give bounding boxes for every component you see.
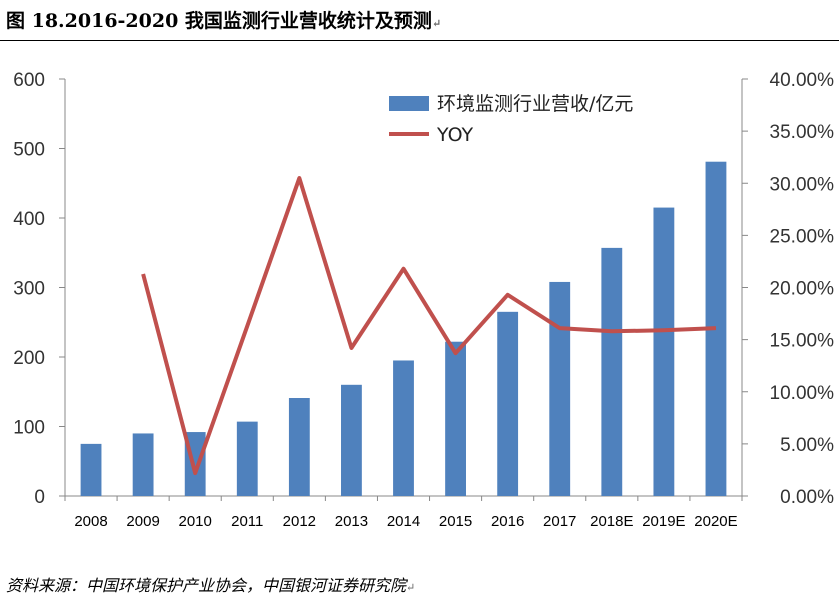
legend-bar-label: 环境监测行业营收/亿元 (437, 93, 633, 115)
x-tick-label: 2011 (231, 513, 263, 530)
legend-bar-swatch (389, 96, 429, 111)
bar (236, 421, 258, 496)
x-tick-label: 2013 (335, 513, 368, 530)
bar (132, 433, 154, 496)
left-tick-label: 300 (13, 279, 45, 300)
right-tick-label: 35.00% (770, 122, 835, 143)
x-tick-label: 2012 (283, 513, 316, 530)
x-tick-label: 2015 (439, 513, 472, 530)
x-tick-label: 2018E (590, 513, 633, 530)
bar-series (80, 161, 727, 496)
right-tick-label: 10.00% (770, 383, 835, 404)
x-tick-label: 2017 (543, 513, 576, 530)
yoy-line (141, 176, 717, 476)
left-tick-label: 200 (13, 348, 45, 369)
bar (601, 247, 623, 496)
bar (341, 384, 362, 496)
bar (653, 207, 675, 496)
right-tick-label: 25.00% (770, 226, 835, 247)
right-axis-ticks: 0.00% 5.00% 10.00% 15.00% 20.00% 25.00% 30.00%… (742, 70, 834, 508)
plot-area: 0 100 200 300 400 500 600 0.00% 5.00% 10.00% 15.0… (13, 70, 834, 530)
figure-caption: 图 18.2016-2020 我国监测行业营收统计及预测↵ (6, 6, 441, 33)
bar (497, 311, 519, 496)
left-tick-label: 400 (13, 209, 45, 230)
x-tick-label: 2010 (179, 513, 212, 530)
x-tick-label: 2020E (694, 513, 737, 530)
left-tick-label: 500 (13, 140, 45, 161)
return-mark-icon: ↵ (431, 17, 442, 30)
line-series (141, 176, 717, 476)
left-axis-ticks: 0 100 200 300 400 500 600 (13, 70, 65, 508)
x-tick-label: 2008 (74, 513, 107, 530)
right-tick-label: 30.00% (770, 174, 835, 195)
source-note-text: 资料来源：中国环境保护产业协会，中国银河证券研究院 (6, 576, 407, 595)
figure-caption-text: 图 18.2016-2020 我国监测行业营收统计及预测 (6, 10, 432, 32)
right-tick-label: 5.00% (780, 435, 834, 456)
caption-divider (0, 40, 839, 41)
right-tick-label: 15.00% (770, 331, 835, 352)
legend-line-label: YOY (436, 124, 473, 146)
x-tick-label: 2019E (642, 513, 685, 530)
bar (445, 341, 466, 496)
right-tick-label: 40.00% (770, 70, 835, 91)
x-axis-ticks: 2008 2009 2010 2011 2012 2013 2014 2015 2016 2017… (64, 496, 743, 530)
bar (549, 281, 571, 496)
right-tick-label: 20.00% (770, 279, 835, 300)
left-tick-label: 0 (34, 487, 45, 508)
right-tick-label: 0.00% (780, 487, 834, 508)
bar (80, 443, 102, 496)
x-tick-label: 2009 (126, 513, 159, 530)
legend: 环境监测行业营收/亿元 YOY (389, 93, 633, 146)
chart: 0 100 200 300 400 500 600 0.00% 5.00% 10.00% 15.0… (13, 70, 834, 530)
bar (393, 360, 414, 496)
source-note: 资料来源：中国环境保护产业协会，中国银河证券研究院↵ (6, 572, 415, 596)
return-mark-icon: ↵ (406, 581, 416, 594)
x-tick-label: 2014 (387, 513, 420, 530)
bar (288, 398, 310, 496)
x-tick-label: 2016 (491, 513, 524, 530)
left-tick-label: 100 (13, 418, 45, 439)
left-tick-label: 600 (13, 70, 45, 91)
